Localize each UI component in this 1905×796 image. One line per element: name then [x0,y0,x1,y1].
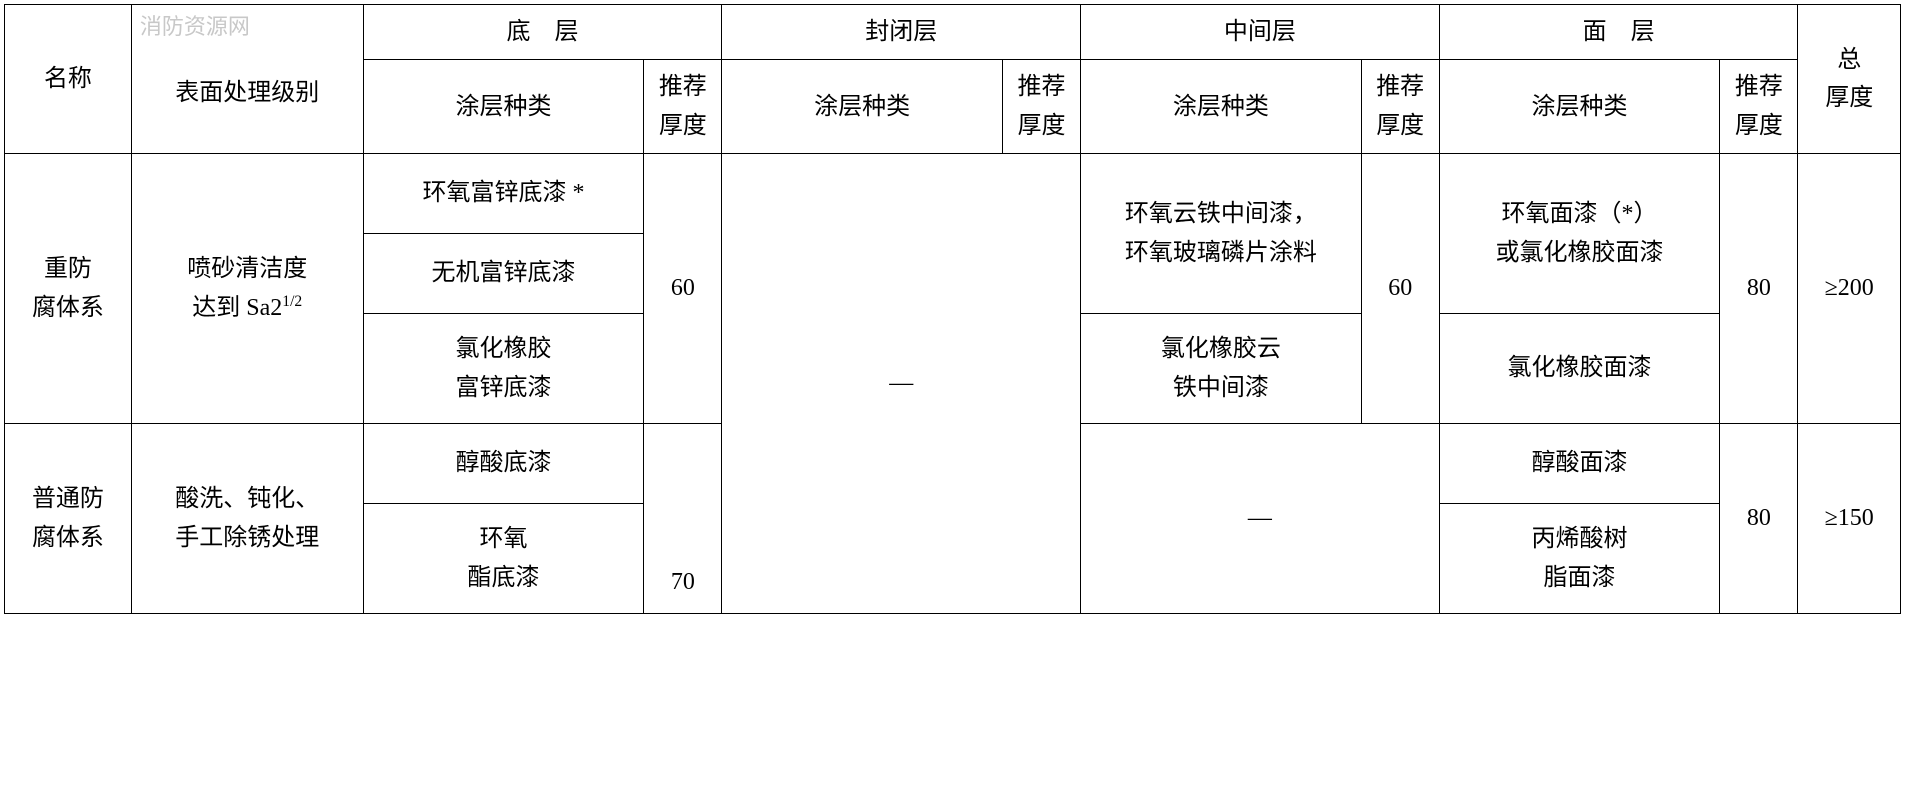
heavy-name-l1: 重防 [44,256,92,282]
heavy-primer3-l1: 氯化橡胶 [455,336,551,362]
header-top-type: 涂层种类 [1439,60,1720,154]
header-mid-type: 涂层种类 [1081,60,1362,154]
header-thick-l2: 厚度 [1376,113,1424,139]
header-thick-l1: 推荐 [1735,74,1783,100]
heavy-top-thick: 80 [1720,154,1798,424]
normal-primer-1: 醇酸底漆 [363,424,644,504]
heavy-mid2-l1: 氯化橡胶云 [1161,336,1281,362]
header-thick-l1: 推荐 [1376,74,1424,100]
heavy-mid-2: 氯化橡胶云 铁中间漆 [1081,314,1362,424]
heavy-primer-2: 无机富锌底漆 [363,234,644,314]
header-surface-label: 表面处理级别 [136,74,359,112]
header-thick-l2: 厚度 [1735,113,1783,139]
header-total-l1: 总 [1837,47,1861,73]
header-primer-type: 涂层种类 [363,60,644,154]
header-row-1: 名称 消防资源网 表面处理级别 底 层 封闭层 中间层 面 层 总 厚度 [5,5,1901,60]
heavy-mid2-l2: 铁中间漆 [1173,375,1269,401]
normal-name-l2: 腐体系 [32,525,104,551]
normal-total: ≥150 [1798,424,1901,614]
normal-top2-l1: 丙烯酸树 [1532,526,1628,552]
header-mid-thick: 推荐 厚度 [1361,60,1439,154]
header-seal-type: 涂层种类 [722,60,1003,154]
heavy-primer-3: 氯化橡胶 富锌底漆 [363,314,644,424]
header-seal-thick: 推荐 厚度 [1002,60,1080,154]
heavy-mid1-l1: 环氧云铁中间漆， [1125,201,1317,227]
header-total: 总 厚度 [1798,5,1901,154]
heavy-name: 重防 腐体系 [5,154,132,424]
normal-mid: — [1081,424,1440,614]
heavy-surface: 喷砂清洁度 达到 Sa21/2 [131,154,363,424]
header-total-l2: 厚度 [1825,85,1873,111]
heavy-primer3-l2: 富锌底漆 [455,375,551,401]
header-thick-l1: 推荐 [659,74,707,100]
seal-column: — [722,154,1081,614]
heavy-name-l2: 腐体系 [32,295,104,321]
heavy-top-2: 氯化橡胶面漆 [1439,314,1720,424]
watermark-text: 消防资源网 [132,9,363,44]
header-thick-l2: 厚度 [1018,113,1066,139]
normal-surface-l1: 酸洗、钝化、 [175,486,319,512]
normal-surface-l2: 手工除锈处理 [175,525,319,551]
header-group-mid: 中间层 [1081,5,1440,60]
normal-name: 普通防 腐体系 [5,424,132,614]
header-group-primer: 底 层 [363,5,722,60]
coating-system-table: 名称 消防资源网 表面处理级别 底 层 封闭层 中间层 面 层 总 厚度 涂层种… [4,4,1901,614]
heavy-mid1-l2: 环氧玻璃磷片涂料 [1125,240,1317,266]
header-surface: 消防资源网 表面处理级别 [131,5,363,154]
heavy-surface-l1: 喷砂清洁度 [187,256,307,282]
header-name: 名称 [5,5,132,154]
header-primer-thick: 推荐 厚度 [644,60,722,154]
heavy-mid-1: 环氧云铁中间漆， 环氧玻璃磷片涂料 [1081,154,1362,314]
heavy-total: ≥200 [1798,154,1901,424]
header-top-thick: 推荐 厚度 [1720,60,1798,154]
heavy-surface-prefix: 达到 Sa2 [192,295,282,321]
normal-top-2: 丙烯酸树 脂面漆 [1439,504,1720,614]
normal-primer2-l1: 环氧 [479,526,527,552]
normal-surface: 酸洗、钝化、 手工除锈处理 [131,424,363,614]
heavy-row-1: 重防 腐体系 喷砂清洁度 达到 Sa21/2 环氧富锌底漆 * 60 — 环氧云… [5,154,1901,234]
normal-primer-2: 环氧 酯底漆 [363,504,644,614]
header-group-seal: 封闭层 [722,5,1081,60]
heavy-mid-thick: 60 [1361,154,1439,424]
normal-primer-thick: 70 [644,424,722,614]
heavy-top1-l1: 环氧面漆（*） [1502,201,1658,227]
header-thick-l1: 推荐 [1018,74,1066,100]
normal-top-1: 醇酸面漆 [1439,424,1720,504]
normal-name-l1: 普通防 [32,486,104,512]
heavy-surface-sup: 1/2 [282,293,302,310]
heavy-top1-l2: 或氯化橡胶面漆 [1496,240,1664,266]
heavy-top-1: 环氧面漆（*） 或氯化橡胶面漆 [1439,154,1720,314]
heavy-primer-thick: 60 [644,154,722,424]
normal-primer2-l2: 酯底漆 [467,565,539,591]
header-group-top: 面 层 [1439,5,1798,60]
heavy-primer-1: 环氧富锌底漆 * [363,154,644,234]
header-thick-l2: 厚度 [659,113,707,139]
normal-top-thick: 80 [1720,424,1798,614]
normal-top2-l2: 脂面漆 [1544,565,1616,591]
